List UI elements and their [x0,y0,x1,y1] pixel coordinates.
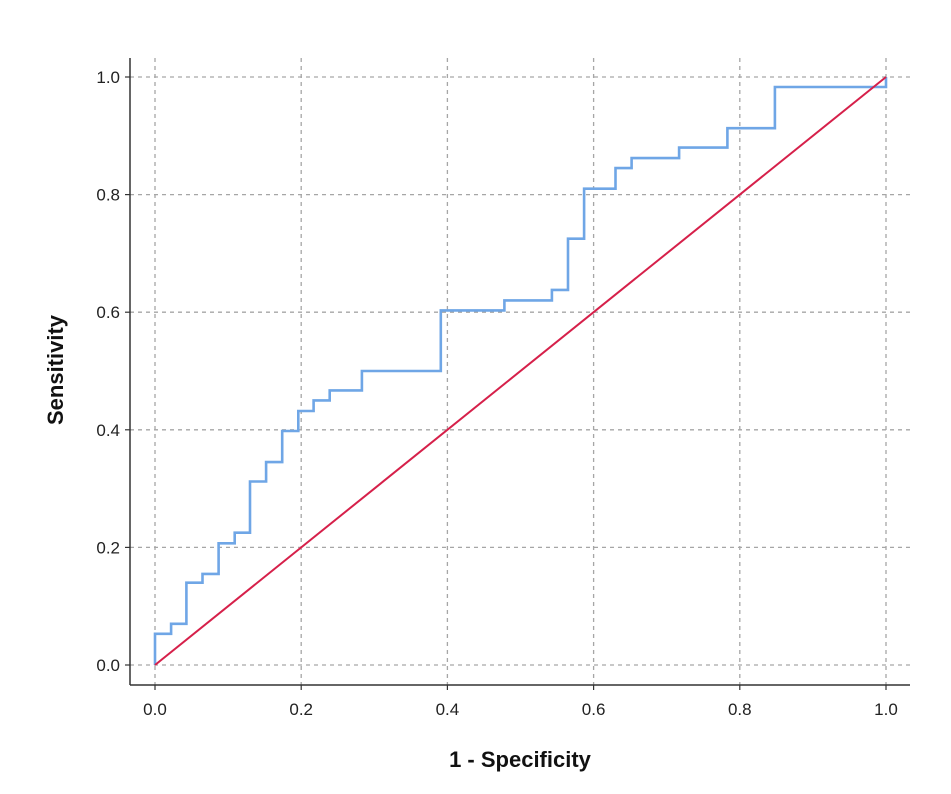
tick-labels: 0.0 0.2 0.4 0.6 0.8 1.0 0.0 0.2 0.4 0.6 0.8 1.0 [96,68,897,719]
x-tick-label: 0.0 [143,700,167,719]
x-tick-label: 0.6 [582,700,606,719]
x-tick-label: 0.8 [728,700,752,719]
y-tick-label: 1.0 [96,68,120,87]
y-tick-label: 0.8 [96,186,120,205]
gridlines [130,58,910,685]
y-tick-label: 0.2 [96,538,120,557]
y-tick-label: 0.0 [96,656,120,675]
axes [125,58,910,690]
x-tick-label: 1.0 [874,700,898,719]
roc-curve-line [153,77,888,665]
series [153,76,888,666]
y-axis-title: Sensitivity [43,314,68,425]
y-tick-label: 0.6 [96,303,120,322]
x-tick-label: 0.2 [289,700,313,719]
x-axis-title: 1 - Specificity [449,747,592,772]
reference-diagonal-line [154,76,887,666]
x-tick-label: 0.4 [436,700,460,719]
y-tick-label: 0.4 [96,421,120,440]
